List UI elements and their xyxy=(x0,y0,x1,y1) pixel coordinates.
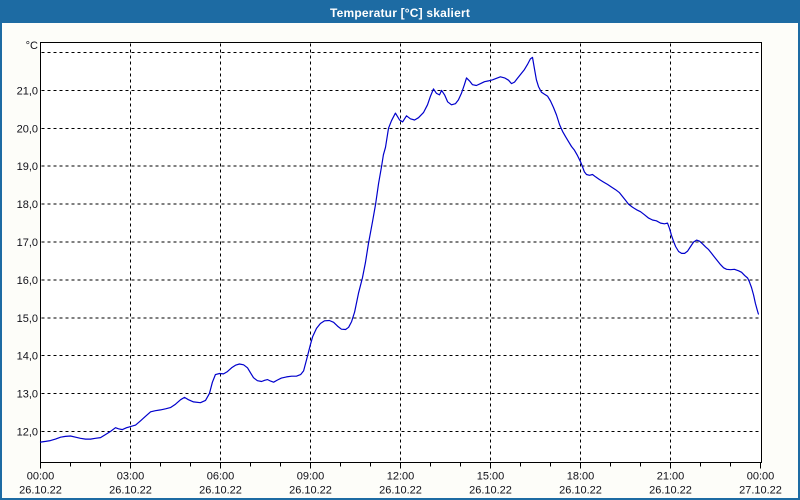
x-tick-date-label: 26.10.22 xyxy=(19,485,62,497)
x-tick-time-label: 09:00 xyxy=(297,471,325,483)
y-tick-label: 14,0 xyxy=(17,351,38,363)
y-tick-label: 15,0 xyxy=(17,313,38,325)
axis-labels: °C 21,0 20,0 19,0 18,0 17,0 16,0 15,0 14,0 13,0 1… xyxy=(17,40,782,497)
series-lines xyxy=(39,56,760,443)
x-tick-date-label: 26.10.22 xyxy=(469,485,512,497)
y-tick-label: 21,0 xyxy=(17,85,38,97)
y-tick-label: 19,0 xyxy=(17,161,38,173)
y-tick-label: 16,0 xyxy=(17,275,38,287)
window-titlebar[interactable]: Temperatur [°C] skaliert xyxy=(2,2,798,23)
x-tick-date-label: 26.10.22 xyxy=(649,485,692,497)
temperature-line xyxy=(39,56,760,443)
x-tick-time-label: 12:00 xyxy=(387,471,415,483)
gridlines xyxy=(41,43,761,462)
x-tick-time-label: 00:00 xyxy=(27,471,55,483)
x-tick-time-label: 03:00 xyxy=(117,471,145,483)
y-axis-unit-label: °C xyxy=(26,40,38,52)
temperature-chart: °C 21,0 20,0 19,0 18,0 17,0 16,0 15,0 14,0 13,0 1… xyxy=(17,40,782,497)
y-tick-label: 13,0 xyxy=(17,389,38,401)
x-tick-date-label: 26.10.22 xyxy=(559,485,602,497)
x-tick-time-label: 21:00 xyxy=(657,471,685,483)
x-tick-time-label: 06:00 xyxy=(207,471,235,483)
y-tick-label: 20,0 xyxy=(17,123,38,135)
x-tick-date-label: 26.10.22 xyxy=(379,485,422,497)
plot-region: °C 21,0 20,0 19,0 18,0 17,0 16,0 15,0 14,0 13,0 1… xyxy=(2,23,798,498)
y-tick-label: 18,0 xyxy=(17,199,38,211)
x-tick-time-label: 18:00 xyxy=(567,471,595,483)
y-tick-label: 17,0 xyxy=(17,237,38,249)
x-tick-date-label: 27.10.22 xyxy=(739,485,782,497)
x-tick-time-label: 00:00 xyxy=(747,471,775,483)
x-axis-ticks xyxy=(40,462,761,469)
x-tick-date-label: 26.10.22 xyxy=(109,485,152,497)
y-tick-label: 12,0 xyxy=(17,427,38,439)
window-title: Temperatur [°C] skaliert xyxy=(329,5,471,20)
x-tick-date-label: 26.10.22 xyxy=(289,485,332,497)
x-tick-date-label: 26.10.22 xyxy=(199,485,242,497)
x-tick-time-label: 15:00 xyxy=(477,471,505,483)
